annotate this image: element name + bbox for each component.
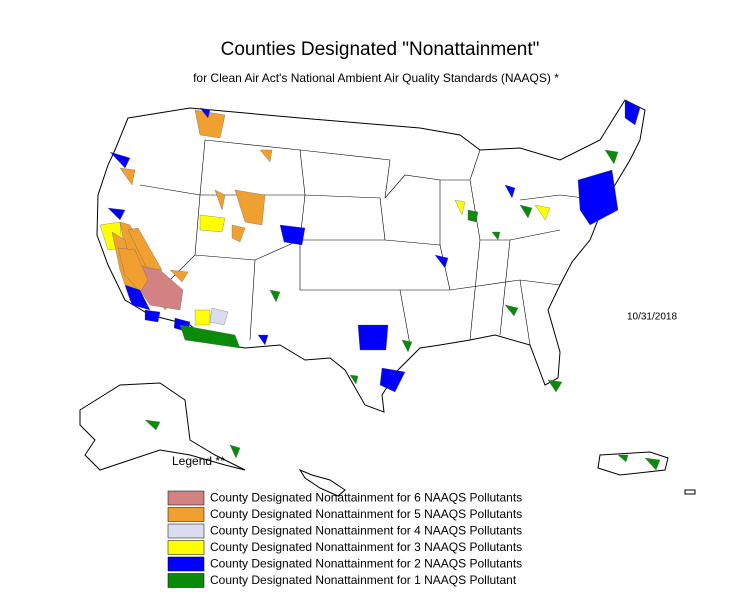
county-area	[349, 374, 359, 385]
county-area	[229, 444, 241, 459]
county-area	[434, 254, 449, 269]
legend-title: Legend **	[172, 454, 225, 468]
subtitle: for Clean Air Act's National Ambient Air…	[193, 71, 559, 85]
legend-label: County Designated Nonattainment for 4 NA…	[210, 524, 522, 538]
county-area	[124, 284, 151, 311]
county-area	[379, 367, 406, 393]
date: 10/31/2018	[627, 312, 677, 323]
county-area	[644, 457, 661, 471]
legend-label: County Designated Nonattainment for 6 NA…	[210, 491, 522, 505]
county-area	[199, 214, 226, 233]
us-map	[79, 99, 696, 497]
legend: County Designated Nonattainment for 6 NA…	[167, 490, 522, 588]
county-area	[119, 167, 136, 186]
legend-swatch	[167, 490, 205, 506]
legend-label: County Designated Nonattainment for 1 NA…	[210, 573, 517, 587]
county-area	[209, 307, 229, 326]
legend-swatch	[167, 507, 205, 522]
county-area	[109, 151, 131, 169]
county-area	[117, 247, 149, 293]
legend-label: County Designated Nonattainment for 2 NA…	[210, 557, 522, 571]
county-area	[194, 309, 211, 326]
county-area	[454, 199, 466, 216]
county-area	[144, 309, 161, 323]
county-area	[519, 204, 533, 219]
title: Counties Designated "Nonattainment"	[221, 39, 540, 60]
county-area	[257, 334, 269, 346]
county-area	[504, 304, 519, 317]
county-area	[401, 339, 413, 353]
county-area	[357, 324, 389, 351]
county-area	[491, 231, 501, 241]
county-area	[169, 269, 189, 283]
county-area	[231, 224, 246, 243]
county-area	[194, 109, 226, 139]
county-area	[107, 207, 126, 221]
county-area	[577, 169, 619, 226]
legend-swatch	[167, 540, 205, 555]
county-area	[199, 107, 211, 119]
legend-label: County Designated Nonattainment for 3 NA…	[210, 540, 522, 554]
county-area	[269, 289, 281, 303]
county-area	[259, 149, 273, 163]
county-area	[604, 149, 619, 165]
nonattainment-counties	[99, 99, 661, 471]
county-area	[617, 454, 629, 463]
county-area	[547, 379, 563, 393]
county-area	[534, 204, 551, 221]
legend-swatch	[167, 573, 205, 588]
county-area	[144, 419, 161, 431]
county-area	[504, 184, 516, 199]
county-area	[214, 189, 226, 211]
county-area	[624, 99, 641, 126]
county-area	[234, 189, 266, 226]
county-area	[179, 324, 241, 349]
county-area	[467, 209, 479, 223]
legend-label: County Designated Nonattainment for 5 NA…	[210, 507, 522, 521]
legend-swatch	[167, 523, 205, 539]
county-area	[279, 224, 306, 246]
county-area	[127, 227, 163, 276]
legend-swatch	[167, 556, 205, 572]
